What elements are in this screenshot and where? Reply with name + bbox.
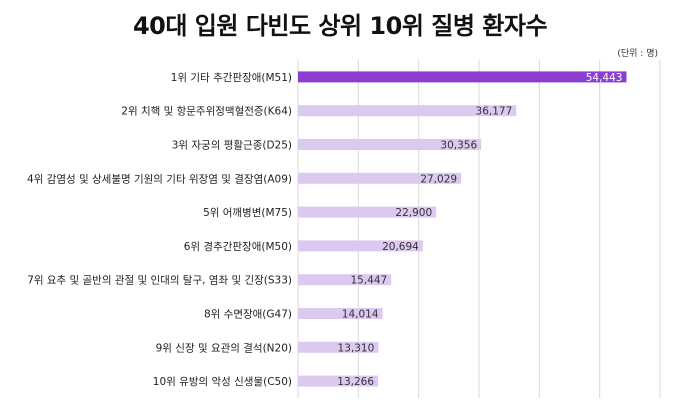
- category-label: 1위 기타 추간판장애(M51): [171, 71, 292, 84]
- bar: [298, 105, 517, 117]
- value-label: 20,694: [382, 241, 419, 253]
- bar: [298, 240, 423, 252]
- value-label: 54,443: [586, 72, 623, 84]
- bar: [298, 71, 627, 83]
- value-label: 27,029: [420, 173, 457, 185]
- category-label: 4위 감염성 및 상세불명 기원의 기타 위장염 및 결장염(A09): [27, 172, 292, 185]
- category-label: 2위 치핵 및 항문주위정맥혈전증(K64): [121, 105, 292, 118]
- bar: [298, 341, 379, 353]
- value-label: 13,310: [338, 342, 375, 354]
- category-label: 3위 자궁의 평활근종(D25): [172, 139, 292, 152]
- category-label: 9위 신장 및 요관의 결석(N20): [156, 341, 292, 354]
- value-label: 22,900: [395, 207, 432, 219]
- category-label: 8위 수면장애(G47): [204, 308, 292, 321]
- category-label: 5위 어깨병변(M75): [203, 206, 292, 219]
- category-label: 6위 경추간판장애(M50): [184, 240, 292, 253]
- chart-title: 40대 입원 다빈도 상위 10위 질병 환자수: [132, 12, 548, 40]
- bar: [298, 375, 379, 387]
- category-label: 10위 유방의 악성 신생물(C50): [153, 375, 292, 388]
- value-label: 15,447: [350, 275, 387, 287]
- value-label: 14,014: [342, 309, 379, 321]
- value-label: 30,356: [440, 140, 477, 152]
- bar: [298, 139, 482, 150]
- category-label: 7위 요추 및 골반의 관절 및 인대의 탈구, 염좌 및 긴장(S33): [27, 274, 292, 287]
- value-label: 36,177: [476, 106, 513, 118]
- bar: [298, 274, 392, 286]
- bar: [298, 172, 462, 184]
- bar: [298, 308, 383, 319]
- unit-label: (단위 : 명): [617, 49, 658, 59]
- value-label: 13,266: [337, 376, 374, 388]
- bar: [298, 206, 437, 218]
